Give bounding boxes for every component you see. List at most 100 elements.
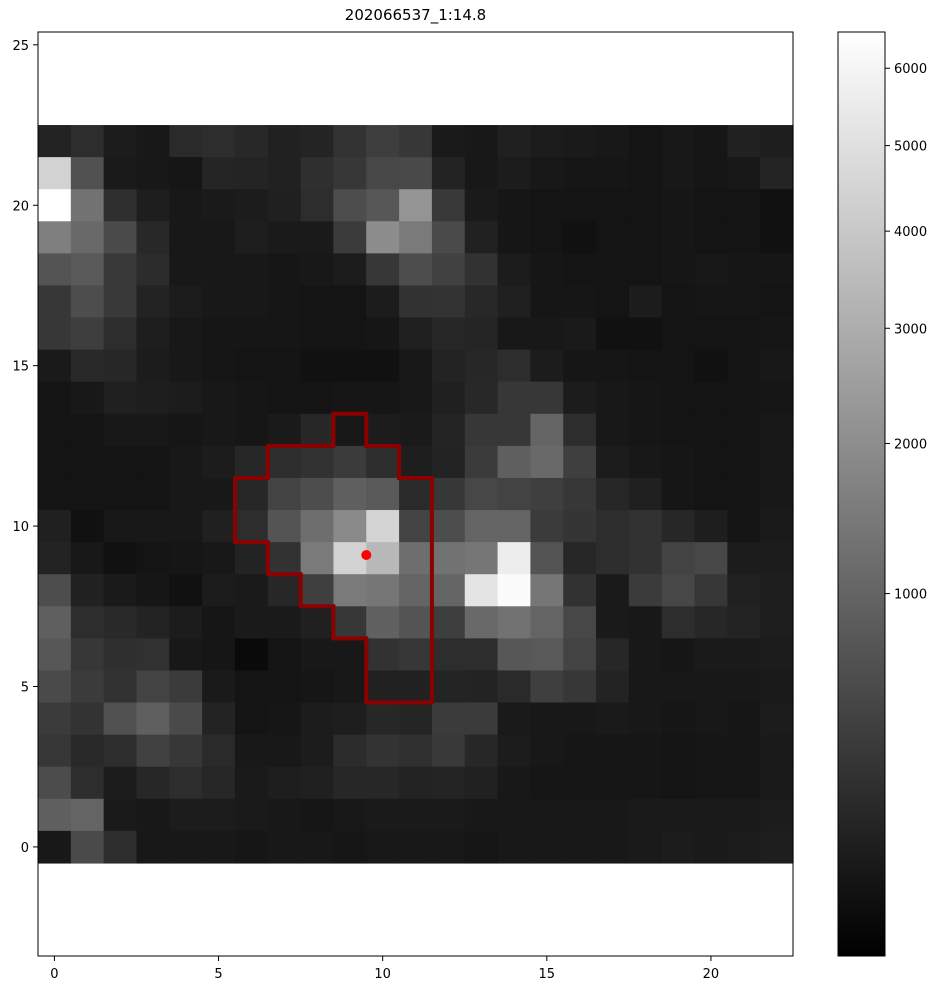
pixel-cell bbox=[70, 125, 105, 158]
pixel-cell bbox=[103, 317, 138, 351]
pixel-cell bbox=[38, 317, 72, 351]
pixel-cell bbox=[563, 670, 597, 704]
pixel-cell bbox=[497, 638, 531, 672]
pixel-cell bbox=[530, 285, 564, 319]
pixel-cell bbox=[38, 253, 72, 287]
pixel-cell bbox=[136, 670, 170, 704]
pixel-cell bbox=[530, 798, 564, 832]
pixel-cell bbox=[234, 221, 269, 254]
pixel-cell bbox=[70, 638, 105, 672]
pixel-cell bbox=[333, 702, 367, 736]
pixel-cell bbox=[530, 317, 564, 351]
pixel-cell bbox=[563, 830, 597, 864]
pixel-cell bbox=[497, 381, 531, 415]
pixel-cell bbox=[267, 349, 302, 383]
pixel-cell bbox=[399, 349, 433, 383]
x-tick-label: 15 bbox=[539, 967, 556, 982]
pixel-cell bbox=[103, 125, 138, 158]
pixel-cell bbox=[694, 189, 728, 222]
pixel-cell bbox=[202, 574, 236, 607]
pixel-cell bbox=[596, 317, 630, 351]
pixel-cell bbox=[530, 189, 564, 222]
pixel-cell bbox=[202, 253, 236, 287]
pixel-cell bbox=[497, 574, 531, 607]
pixel-cell bbox=[727, 830, 761, 864]
pixel-cell bbox=[103, 542, 138, 575]
y-tick-label: 15 bbox=[12, 360, 29, 375]
pixel-cell bbox=[727, 221, 761, 254]
pixel-cell bbox=[234, 798, 269, 832]
pixel-cell bbox=[202, 542, 236, 575]
pixel-cell bbox=[300, 413, 335, 447]
pixel-cell bbox=[661, 189, 696, 222]
pixel-cell bbox=[464, 638, 499, 672]
pixel-cell bbox=[694, 381, 728, 415]
pixel-cell bbox=[234, 830, 269, 864]
pixel-cell bbox=[760, 445, 794, 479]
pixel-cell bbox=[596, 542, 630, 575]
pixel-cell bbox=[70, 766, 105, 800]
pixel-cell bbox=[366, 221, 400, 254]
pixel-cell bbox=[267, 253, 302, 287]
pixel-cell bbox=[234, 125, 269, 158]
pixel-cell bbox=[563, 125, 597, 158]
pixel-cell bbox=[727, 638, 761, 672]
pixel-cell bbox=[530, 413, 564, 447]
pixel-cell bbox=[431, 317, 466, 351]
aperture-layer bbox=[233, 411, 434, 705]
pixel-cell bbox=[202, 670, 236, 704]
pixel-cell bbox=[103, 413, 138, 447]
pixel-cell bbox=[136, 542, 170, 575]
pixel-cell bbox=[661, 125, 696, 158]
pixel-cell bbox=[431, 798, 466, 832]
pixel-cell bbox=[464, 542, 499, 575]
pixel-cell bbox=[694, 253, 728, 287]
pixel-cell bbox=[464, 381, 499, 415]
pixel-cell bbox=[70, 381, 105, 415]
pixel-cell bbox=[300, 477, 335, 511]
pixel-cell bbox=[38, 510, 72, 543]
pixel-cell bbox=[202, 285, 236, 319]
pixel-cell bbox=[464, 221, 499, 254]
pixel-cell bbox=[103, 798, 138, 832]
pixel-cell bbox=[234, 253, 269, 287]
pixel-cell bbox=[596, 830, 630, 864]
pixel-cell bbox=[366, 253, 400, 287]
pixel-cell bbox=[366, 638, 400, 672]
pixel-cell bbox=[497, 734, 531, 768]
pixel-cell bbox=[70, 542, 105, 575]
pixel-cell bbox=[267, 670, 302, 704]
pixel-cell bbox=[333, 670, 367, 704]
pixel-cell bbox=[661, 510, 696, 543]
pixel-cell bbox=[694, 221, 728, 254]
pixel-cell bbox=[694, 317, 728, 351]
pixel-cell bbox=[103, 606, 138, 639]
pixel-cell bbox=[431, 702, 466, 736]
pixel-cell bbox=[169, 317, 203, 351]
pixel-cell bbox=[38, 445, 72, 479]
plot-frame bbox=[37, 31, 794, 957]
pixel-cell bbox=[530, 221, 564, 254]
pixel-cell bbox=[333, 413, 367, 447]
pixel-cell bbox=[234, 542, 269, 575]
pixel-cell bbox=[497, 253, 531, 287]
pixel-cell bbox=[760, 317, 794, 351]
pixel-cell bbox=[596, 766, 630, 800]
pixel-cell bbox=[300, 317, 335, 351]
pixel-cell bbox=[596, 670, 630, 704]
pixel-cell bbox=[464, 253, 499, 287]
pixel-cell bbox=[70, 349, 105, 383]
pixel-cell bbox=[202, 477, 236, 511]
pixel-cell bbox=[431, 574, 466, 607]
pixel-cell bbox=[38, 702, 72, 736]
pixel-cell bbox=[563, 766, 597, 800]
pixel-cell bbox=[431, 381, 466, 415]
pixel-cell bbox=[366, 510, 400, 543]
pixel-cell bbox=[464, 349, 499, 383]
pixel-cell bbox=[38, 734, 72, 768]
pixel-cell bbox=[563, 317, 597, 351]
pixel-cell bbox=[136, 510, 170, 543]
pixel-cell bbox=[267, 542, 302, 575]
pixel-cell bbox=[70, 285, 105, 319]
pixel-cell bbox=[760, 830, 794, 864]
